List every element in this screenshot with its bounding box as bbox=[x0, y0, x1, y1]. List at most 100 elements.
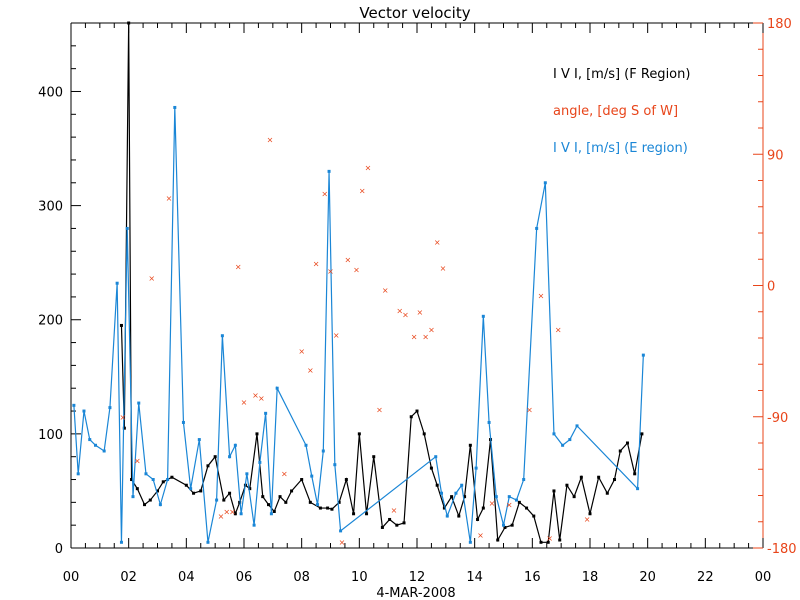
data-point bbox=[510, 523, 514, 527]
y-tick-label-right: -180 bbox=[767, 542, 797, 557]
data-point bbox=[435, 483, 439, 487]
data-point bbox=[613, 478, 617, 482]
data-point bbox=[161, 480, 165, 484]
data-point bbox=[127, 21, 131, 25]
data-point bbox=[233, 512, 237, 516]
data-point bbox=[434, 455, 438, 459]
angle-marker: × bbox=[229, 508, 236, 517]
axes: 00 02 04 06 08 10 12 14 16 18 20 22 000100200300400-… bbox=[38, 17, 796, 585]
angle-marker: × bbox=[546, 534, 553, 543]
x-tick-label: 02 bbox=[120, 570, 137, 585]
y-tick-label-left: 100 bbox=[38, 428, 63, 443]
angle-marker: × bbox=[223, 508, 230, 517]
data-point bbox=[272, 509, 276, 513]
data-point bbox=[463, 495, 467, 499]
x-tick-label: 18 bbox=[582, 570, 599, 585]
angle-marker: × bbox=[298, 347, 305, 356]
data-point bbox=[502, 523, 505, 527]
data-point bbox=[278, 495, 282, 499]
data-point bbox=[304, 443, 308, 447]
angle-marker: × bbox=[538, 292, 545, 301]
data-point bbox=[514, 498, 518, 502]
data-point bbox=[552, 432, 556, 436]
angle-marker: × bbox=[120, 413, 127, 422]
x-tick-label: 10 bbox=[351, 570, 368, 585]
data-point bbox=[170, 475, 174, 479]
angle-marker: × bbox=[382, 286, 389, 295]
data-point bbox=[330, 507, 334, 511]
angle-marker: × bbox=[235, 263, 242, 272]
data-point bbox=[535, 226, 539, 230]
data-point bbox=[197, 438, 201, 442]
angle-marker: × bbox=[489, 499, 496, 508]
data-point bbox=[228, 455, 232, 459]
angle-marker: × bbox=[166, 194, 173, 203]
data-point bbox=[474, 466, 478, 470]
angle-marker: × bbox=[391, 506, 398, 515]
data-point bbox=[125, 226, 129, 230]
data-point bbox=[640, 432, 644, 436]
data-point bbox=[144, 472, 148, 476]
y-tick-label-left: 200 bbox=[38, 314, 63, 329]
angle-marker: × bbox=[555, 325, 562, 334]
data-point bbox=[245, 472, 249, 476]
data-point bbox=[166, 478, 170, 482]
angle-marker: × bbox=[428, 325, 435, 334]
series-line-0 bbox=[120, 22, 643, 543]
data-point bbox=[275, 386, 279, 390]
data-point bbox=[94, 443, 98, 447]
data-point bbox=[454, 491, 458, 495]
data-point bbox=[115, 281, 119, 285]
data-point bbox=[264, 411, 268, 415]
data-point bbox=[636, 487, 640, 491]
data-point bbox=[415, 409, 419, 413]
angle-marker: × bbox=[339, 538, 346, 547]
angle-marker: × bbox=[359, 187, 366, 196]
x-tick-label: 20 bbox=[639, 570, 656, 585]
data-point bbox=[395, 523, 399, 527]
data-point bbox=[572, 495, 576, 499]
angle-marker: × bbox=[477, 531, 484, 540]
legend: I V I, [m/s] (F Region) angle, [deg S of… bbox=[553, 67, 690, 156]
angle-marker: × bbox=[134, 457, 141, 466]
data-point bbox=[422, 432, 426, 436]
data-point bbox=[339, 529, 343, 533]
data-point bbox=[189, 487, 193, 491]
data-point bbox=[402, 521, 406, 525]
data-point bbox=[284, 500, 288, 504]
data-point bbox=[213, 455, 217, 459]
x-axis-label: 4-MAR-2008 bbox=[376, 586, 455, 600]
angle-marker: × bbox=[365, 163, 372, 172]
data-point bbox=[222, 498, 226, 502]
data-point bbox=[565, 483, 569, 487]
x-tick-label: 04 bbox=[178, 570, 195, 585]
data-point bbox=[546, 540, 550, 544]
data-point bbox=[507, 495, 511, 499]
data-point bbox=[487, 420, 491, 424]
data-point bbox=[605, 491, 609, 495]
data-point bbox=[450, 495, 454, 499]
angle-marker: × bbox=[252, 391, 259, 400]
data-point bbox=[135, 487, 139, 491]
angle-marker: × bbox=[396, 306, 403, 315]
data-point bbox=[192, 491, 196, 495]
data-point bbox=[255, 432, 259, 436]
chart-title: Vector velocity bbox=[359, 4, 470, 22]
series-layer: ××××× × ×××× ×××××××××××××××××× ××××××××× ×××… bbox=[72, 21, 645, 547]
angle-marker: × bbox=[584, 515, 591, 524]
data-point bbox=[108, 406, 112, 410]
data-point bbox=[252, 523, 256, 527]
data-point bbox=[494, 495, 498, 499]
angle-marker: × bbox=[411, 333, 418, 342]
data-point bbox=[258, 460, 262, 464]
data-point bbox=[333, 463, 337, 467]
data-point bbox=[173, 105, 177, 109]
data-point bbox=[239, 512, 243, 516]
data-point bbox=[228, 491, 232, 495]
data-point bbox=[558, 538, 562, 542]
data-point bbox=[445, 514, 449, 518]
angle-marker: × bbox=[402, 311, 409, 320]
data-point bbox=[199, 489, 203, 493]
data-point bbox=[233, 443, 237, 447]
